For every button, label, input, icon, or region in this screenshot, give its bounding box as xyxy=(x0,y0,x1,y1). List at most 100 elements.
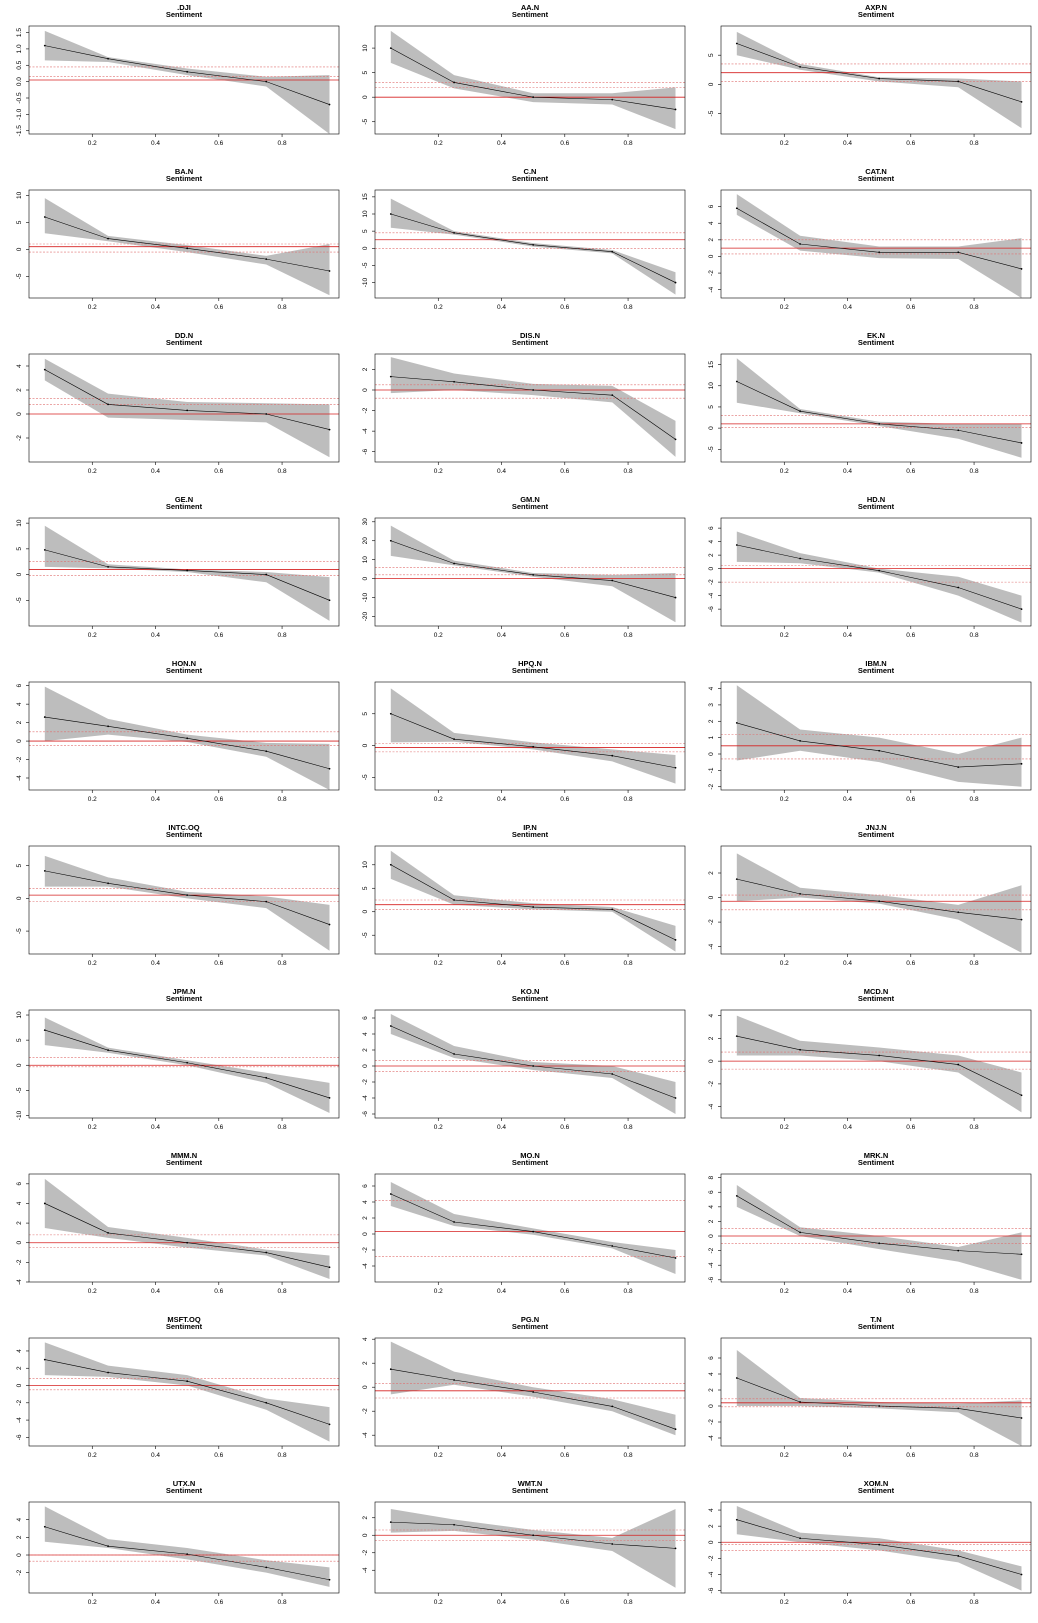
plot-frame xyxy=(28,845,340,955)
x-tick-label: 0.4 xyxy=(843,796,852,803)
data-point xyxy=(611,579,614,582)
y-tick-label: 5 xyxy=(16,863,23,867)
y-tick-label: 5 xyxy=(362,70,369,74)
chart-subtitle: Sentiment xyxy=(512,502,549,511)
data-point xyxy=(389,1025,392,1027)
x-tick-label: 0.8 xyxy=(278,1124,287,1131)
data-point xyxy=(389,539,392,542)
y-tick-label: 0 xyxy=(708,426,715,430)
chart-subtitle: Sentiment xyxy=(512,174,549,183)
data-point xyxy=(389,863,392,866)
data-point xyxy=(328,767,331,770)
x-tick-label: 0.6 xyxy=(214,304,223,311)
data-point xyxy=(611,98,614,101)
y-tick-label: 10 xyxy=(362,44,369,52)
y-tick-label: 15 xyxy=(362,193,369,201)
plot-frame xyxy=(28,517,340,627)
data-point xyxy=(328,1097,331,1099)
y-tick-label: 4 xyxy=(708,539,715,543)
confidence-band xyxy=(390,1341,676,1436)
confidence-band xyxy=(736,853,1022,953)
y-tick-label: -2 xyxy=(708,783,715,789)
chart-panel: BA.N Sentiment 0.2 0.4 0.6 0.8 -5 0 5 10 xyxy=(0,164,346,328)
y-tick-label: 0 xyxy=(362,910,369,914)
x-tick-label: 0.2 xyxy=(780,632,789,639)
plot-frame xyxy=(374,517,686,627)
y-tick-label: -2 xyxy=(16,1400,23,1406)
y-tick-label: 2 xyxy=(708,1219,715,1223)
x-tick-label: 0.8 xyxy=(970,1599,979,1606)
chart-title: KO.N xyxy=(521,987,540,996)
data-point xyxy=(674,108,677,111)
confidence-band xyxy=(736,531,1022,623)
data-point xyxy=(611,250,614,253)
confidence-band xyxy=(736,1015,1022,1113)
y-tick-label: -6 xyxy=(362,448,369,454)
x-tick-label: 0.4 xyxy=(497,304,506,311)
x-tick-label: 0.6 xyxy=(560,468,569,475)
x-tick-label: 0.4 xyxy=(497,1288,506,1295)
data-point xyxy=(532,96,535,99)
data-point xyxy=(43,368,46,371)
y-tick-label: -2 xyxy=(362,1079,369,1085)
y-tick-label: -6 xyxy=(708,606,715,612)
x-tick-label: 0.8 xyxy=(278,796,287,803)
y-tick-label: 10 xyxy=(362,556,369,564)
y-tick-label: 6 xyxy=(362,1016,369,1020)
y-tick-label: -5 xyxy=(708,110,715,116)
chart-title: XOM.N xyxy=(864,1479,889,1488)
data-point xyxy=(878,749,881,752)
y-tick-label: -5 xyxy=(362,932,369,938)
chart-title: BA.N xyxy=(175,167,193,176)
chart-panel: DIS.N Sentiment 0.2 0.4 0.6 0.8 -6 -4 -2 0 2 xyxy=(346,328,692,492)
y-tick-label: -1.5 xyxy=(16,125,23,137)
data-point xyxy=(265,1401,268,1404)
data-point xyxy=(265,413,268,415)
y-tick-label: 0.5 xyxy=(16,60,23,69)
data-point xyxy=(1020,1094,1023,1097)
y-tick-label: 10 xyxy=(708,382,715,390)
data-point xyxy=(107,57,109,60)
plot-frame xyxy=(720,25,1032,135)
data-point xyxy=(799,1401,801,1403)
y-tick-label: 6 xyxy=(708,526,715,530)
data-point xyxy=(107,1545,109,1548)
data-point xyxy=(453,231,455,234)
y-tick-label: 2 xyxy=(362,1516,369,1520)
data-point xyxy=(186,409,189,412)
data-point xyxy=(265,1076,268,1079)
data-point xyxy=(389,1521,392,1524)
chart-subtitle: Sentiment xyxy=(166,666,203,675)
plot-frame xyxy=(720,1337,1032,1447)
x-tick-label: 0.4 xyxy=(151,468,160,475)
chart-title: WMT.N xyxy=(518,1479,543,1488)
data-point xyxy=(328,923,331,926)
data-point xyxy=(1020,1253,1023,1256)
y-tick-label: 10 xyxy=(362,210,369,218)
x-tick-label: 0.6 xyxy=(906,796,915,803)
x-tick-label: 0.2 xyxy=(780,468,789,475)
y-tick-label: -2 xyxy=(16,756,23,762)
chart-panel: T.N Sentiment 0.2 0.4 0.6 0.8 -4 -2 0 2 4 6 xyxy=(692,1312,1038,1476)
plot-frame xyxy=(374,1337,686,1447)
data-point xyxy=(186,894,189,896)
y-tick-label: 5 xyxy=(362,229,369,233)
y-tick-label: 2 xyxy=(708,238,715,242)
x-tick-label: 0.8 xyxy=(970,796,979,803)
x-tick-label: 0.6 xyxy=(214,796,223,803)
data-point xyxy=(328,599,331,602)
chart-title: C.N xyxy=(524,167,537,176)
x-tick-label: 0.2 xyxy=(88,1288,97,1295)
y-tick-label: 0 xyxy=(362,95,369,99)
x-tick-label: 0.2 xyxy=(780,796,789,803)
